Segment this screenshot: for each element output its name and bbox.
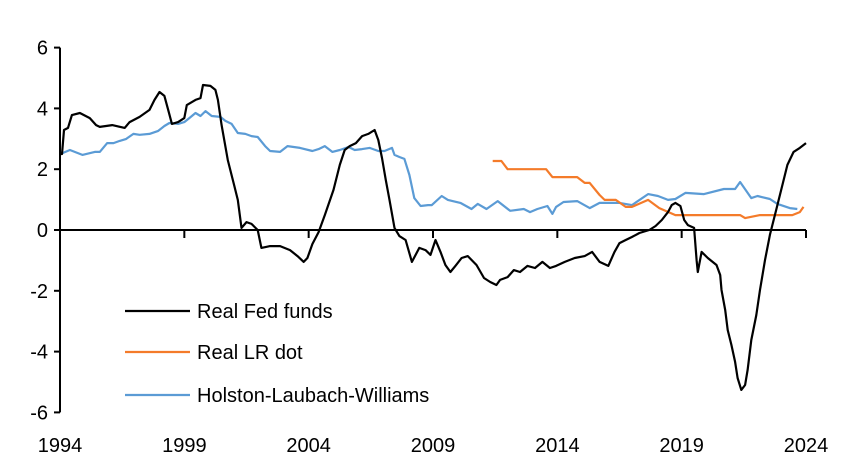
y-tick-label: 0 — [37, 220, 48, 242]
legend-item: Holston-Laubach-Williams — [125, 385, 429, 407]
series-layer — [59, 83, 807, 391]
axes: 6 4 2 0 -2 -4 -6 1994 1999 2004 2009 2014 2019 2024 — [30, 38, 828, 457]
y-tick-label: -2 — [30, 281, 48, 303]
x-tick-label: 2024 — [784, 435, 829, 457]
x-tick-label: 1994 — [38, 435, 83, 457]
y-tick-label: 6 — [37, 38, 48, 60]
legend-label: Holston-Laubach-Williams — [197, 385, 429, 407]
y-tick-label: -6 — [30, 402, 48, 424]
series-line-real-lr-dot — [492, 159, 805, 220]
x-tick-label: 1999 — [162, 435, 207, 457]
legend-item: Real LR dot — [125, 342, 303, 364]
x-tick-label: 2004 — [286, 435, 331, 457]
y-tick-label: -4 — [30, 342, 48, 364]
series-line-holston-laubach-williams — [59, 110, 798, 215]
legend-label: Real LR dot — [197, 342, 303, 364]
x-tick-label: 2014 — [535, 435, 580, 457]
series-line-real-fed-funds — [60, 83, 807, 391]
legend-item: Real Fed funds — [125, 301, 333, 323]
y-tick-label: 2 — [37, 159, 48, 181]
legend-label: Real Fed funds — [197, 301, 333, 323]
y-tick-label: 4 — [37, 98, 48, 120]
legend: Real Fed funds Real LR dot Holston-Laubach… — [125, 301, 429, 407]
x-tick-label: 2009 — [411, 435, 456, 457]
x-tick-label: 2019 — [659, 435, 704, 457]
